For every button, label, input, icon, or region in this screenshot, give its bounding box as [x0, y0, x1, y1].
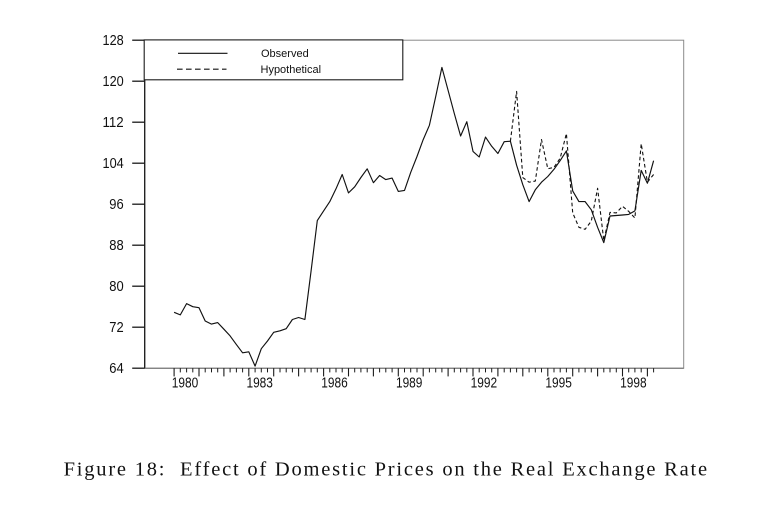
svg-text:1980: 1980 [172, 375, 199, 391]
svg-text:1992: 1992 [471, 375, 498, 391]
svg-text:Observed: Observed [261, 48, 309, 60]
svg-text:1986: 1986 [321, 375, 348, 391]
svg-text:1983: 1983 [246, 375, 273, 391]
svg-text:Figure 18: Effect of Domestic: Figure 18: Effect of Domestic Prices on … [64, 459, 707, 481]
svg-text:80: 80 [109, 279, 123, 295]
svg-text:112: 112 [103, 115, 124, 131]
svg-text:1995: 1995 [545, 375, 572, 391]
svg-text:64: 64 [109, 361, 123, 377]
svg-text:1998: 1998 [620, 375, 647, 391]
svg-text:128: 128 [103, 33, 124, 49]
svg-text:1989: 1989 [396, 375, 423, 391]
svg-text:Hypothetical: Hypothetical [261, 64, 322, 76]
svg-text:72: 72 [109, 320, 123, 336]
svg-text:104: 104 [103, 156, 124, 172]
svg-text:88: 88 [109, 238, 123, 254]
svg-text:96: 96 [109, 197, 123, 213]
svg-text:120: 120 [103, 74, 124, 90]
